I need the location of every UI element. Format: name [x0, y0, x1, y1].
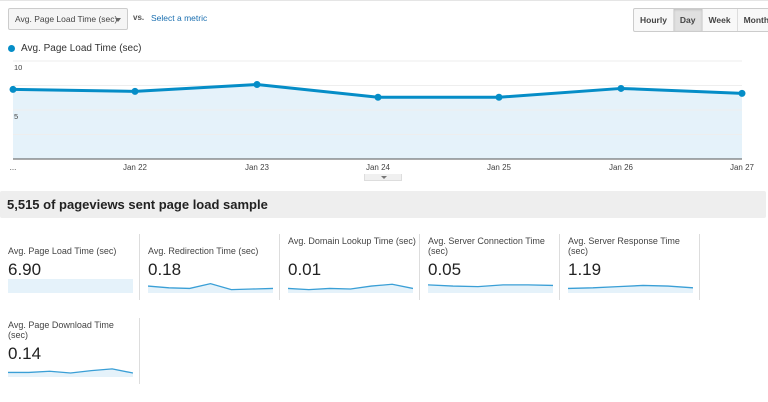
legend-dot-icon: [8, 45, 15, 52]
sparkline: [8, 368, 133, 377]
card-value: 0.14: [8, 344, 42, 363]
metric-card[interactable]: Avg. Server Response Time (sec) 1.19: [560, 234, 700, 300]
sparkline: [148, 282, 273, 293]
metric-card[interactable]: Avg. Page Load Time (sec) 6.90: [0, 234, 140, 300]
sample-summary: 5,515 of pageviews sent page load sample: [0, 191, 766, 218]
chart-legend: Avg. Page Load Time (sec): [8, 43, 141, 54]
chart-plot[interactable]: [0, 55, 768, 185]
card-label: Avg. Page Download Time (sec): [8, 320, 114, 340]
data-point[interactable]: [9, 85, 17, 93]
month-button[interactable]: Month: [743, 15, 768, 25]
hourly-button[interactable]: Hourly: [634, 9, 674, 31]
card-label: Avg. Server Response Time (sec): [568, 236, 680, 256]
card-label: Avg. Domain Lookup Time (sec): [288, 236, 416, 246]
y-tick-5: 5: [14, 112, 19, 121]
x-tick: Jan 23: [244, 163, 270, 172]
metric-dropdown[interactable]: Avg. Page Load Time (sec): [8, 8, 128, 30]
x-tick: ...: [9, 163, 17, 172]
card-value: 6.90: [8, 260, 42, 279]
data-point[interactable]: [617, 84, 625, 92]
card-label: Avg. Page Load Time (sec): [8, 246, 117, 256]
data-point[interactable]: [131, 87, 139, 95]
data-point[interactable]: [495, 93, 503, 101]
card-value: 0.18: [148, 260, 182, 279]
card-value: 1.19: [568, 260, 602, 279]
y-tick-10: 10: [14, 63, 23, 72]
x-tick: Jan 27: [729, 163, 755, 172]
metric-card[interactable]: Avg. Domain Lookup Time (sec) 0.01: [280, 234, 420, 300]
x-tick: Jan 24: [365, 163, 391, 172]
metric-card[interactable]: Avg. Page Download Time (sec) 0.14: [0, 318, 140, 384]
legend-label: Avg. Page Load Time (sec): [21, 43, 142, 54]
day-button[interactable]: Day: [673, 9, 703, 31]
sparkline: [8, 279, 133, 293]
x-tick: Jan 22: [122, 163, 148, 172]
week-button[interactable]: Week: [703, 9, 738, 31]
card-label: Avg. Redirection Time (sec): [148, 246, 259, 256]
data-point[interactable]: [374, 93, 382, 101]
metric-card[interactable]: Avg. Redirection Time (sec) 0.18: [140, 234, 280, 300]
metric-dropdown-label: Avg. Page Load Time (sec): [15, 14, 118, 24]
card-value: 0.01: [288, 260, 322, 279]
top-divider: [0, 0, 768, 1]
data-point[interactable]: [253, 81, 261, 89]
sparkline: [568, 284, 693, 293]
card-label: Avg. Server Connection Time (sec): [428, 236, 545, 256]
vs-label: vs.: [133, 13, 145, 22]
card-value: 0.05: [428, 260, 462, 279]
x-tick: Jan 25: [486, 163, 512, 172]
chart-expand-handle[interactable]: [364, 174, 402, 181]
data-point[interactable]: [738, 89, 746, 97]
sparkline: [288, 283, 413, 293]
line-chart: 10 5 ... Jan 22 Jan 23 Jan 24 Jan 25 Jan…: [0, 55, 768, 185]
select-metric-link[interactable]: Select a metric: [151, 13, 208, 23]
time-range-toggle: Hourly Day Week Month: [633, 8, 768, 32]
x-tick: Jan 26: [608, 163, 634, 172]
metric-card[interactable]: Avg. Server Connection Time (sec) 0.05: [420, 234, 560, 300]
chevron-down-icon: [115, 18, 121, 22]
sparkline: [428, 284, 553, 293]
